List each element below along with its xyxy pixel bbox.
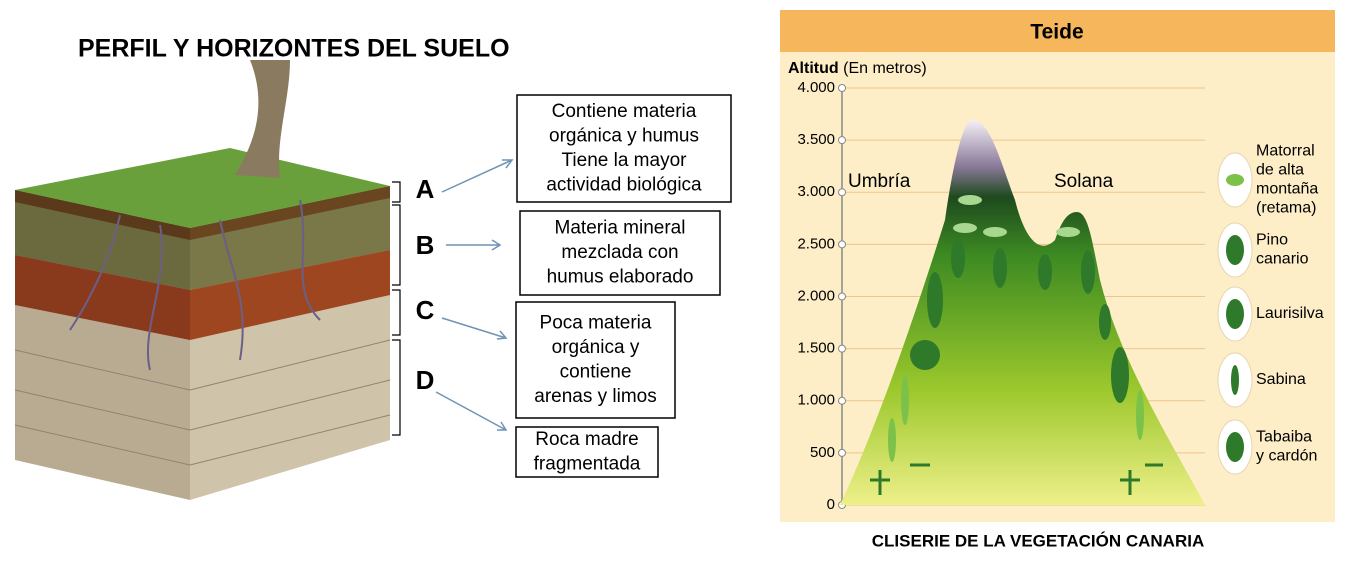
legend-label: (retama): [1256, 200, 1316, 217]
y-tick-label: 4.000: [797, 79, 835, 96]
tick-mark: [838, 136, 846, 145]
legend-label: montaña: [1256, 181, 1318, 198]
box-line: contiene: [560, 361, 632, 382]
text-box: [515, 426, 659, 478]
legend-label: Matorral: [1256, 143, 1315, 160]
horizon-letter: D: [416, 365, 435, 395]
panel-title: Teide: [1030, 21, 1083, 44]
text-box: [516, 94, 732, 203]
box-line: mezclada con: [561, 242, 678, 263]
box-line: orgánica y humus: [549, 125, 699, 146]
box-line: Poca materia: [540, 312, 652, 333]
box-line: Contiene materia: [552, 101, 697, 122]
box-line: Materia mineral: [555, 218, 686, 239]
text-box: [515, 301, 676, 419]
axis-title: Altitud (En metros): [788, 60, 927, 77]
horizon-letter: A: [416, 174, 435, 204]
text-box: [519, 210, 721, 296]
brackets: [392, 181, 401, 436]
y-tick-label: 1.000: [797, 392, 835, 409]
tick-mark: [838, 188, 846, 197]
horizon-letter: B: [416, 230, 435, 260]
box-line: actividad biológica: [546, 174, 702, 195]
slope-label: Solana: [1054, 171, 1114, 192]
axis-unit: (En metros): [843, 60, 927, 77]
tick-mark: [838, 240, 846, 249]
y-tick-label: 2.500: [797, 235, 835, 252]
y-tick-label: 0: [827, 496, 835, 513]
header: [780, 10, 1335, 52]
caption: CLISERIE DE LA VEGETACIÓN CANARIA: [872, 531, 1204, 550]
tick-mark: [838, 292, 846, 301]
horizon-letter: C: [416, 295, 435, 325]
boxes: Contiene materia orgánica y humus Tiene la…: [515, 94, 732, 478]
box-line: humus elaborado: [547, 267, 694, 288]
right-texts: Teide Altitud (En metros) 0 500 1.000 1.500 2.…: [788, 21, 1324, 513]
box-line: Tiene la mayor: [562, 150, 688, 171]
legend-icon-plant: [1226, 174, 1244, 186]
box-line: Roca madre: [535, 429, 639, 450]
legend-label: de alta: [1256, 162, 1304, 179]
slope-label: Umbría: [848, 171, 911, 192]
arrows: [435, 159, 514, 431]
tick-mark: [838, 396, 846, 405]
legend-label: Pino: [1256, 232, 1288, 249]
legend-label: Sabina: [1256, 371, 1306, 388]
trees: [870, 195, 1163, 495]
mountain: [840, 120, 1205, 505]
y-tick-label: 2.000: [797, 287, 835, 304]
tick-mark: [838, 84, 846, 92]
legend-label: Laurisilva: [1256, 305, 1324, 322]
tick-mark: [838, 448, 846, 457]
legend-label: y cardón: [1256, 448, 1317, 465]
axis-title-main: Altitud: [788, 60, 839, 77]
title: PERFIL Y HORIZONTES DEL SUELO: [78, 35, 510, 63]
legend-label: canario: [1256, 251, 1309, 268]
y-tick-label: 500: [810, 444, 835, 461]
box-line: orgánica y: [552, 337, 640, 358]
soil-block: [14, 60, 391, 500]
legend-icon-plant: [1226, 235, 1244, 265]
y-tick-label: 3.500: [797, 131, 835, 148]
legend-icon-plant: [1226, 299, 1244, 329]
y-tick-label: 3.000: [797, 183, 835, 200]
tick-mark: [838, 344, 846, 353]
y-tick-label: 1.500: [797, 340, 835, 357]
legend-icon-plant: [1226, 432, 1244, 462]
box-line: arenas y limos: [534, 386, 657, 407]
legend-label: Tabaiba: [1256, 429, 1312, 446]
box-line: fragmentada: [534, 453, 641, 474]
legend-icon-plant: [1231, 365, 1239, 395]
